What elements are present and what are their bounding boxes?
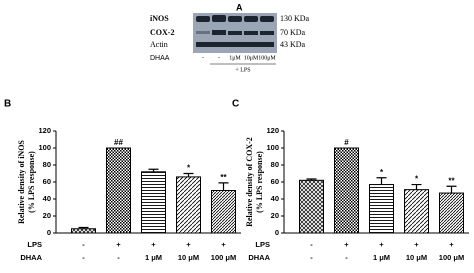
significance-label: * [380, 168, 384, 177]
bar [106, 147, 131, 234]
error-bar [218, 182, 229, 191]
x-tick-label: - [310, 253, 313, 262]
y-axis-label: (% LPS response) [27, 151, 36, 213]
lane-label: - [202, 55, 204, 61]
x-tick-label: + [344, 240, 349, 249]
y-tick-label: 120 [266, 126, 279, 135]
significance-label: * [187, 164, 191, 173]
x-tick-label: - [310, 240, 313, 249]
protein-label: Actin [150, 40, 168, 49]
x-tick-label: - [345, 253, 348, 262]
x-tick-label: 10 μM [406, 253, 427, 262]
y-tick-label: 60 [43, 177, 51, 186]
x-tick-label: 100 μM [439, 253, 464, 262]
x-tick-label: - [82, 240, 85, 249]
y-tick-label: 0 [275, 228, 279, 237]
error-bar [446, 185, 457, 194]
error-bar [306, 178, 317, 181]
x-tick-label: 10 μM [178, 253, 199, 262]
significance-label: ** [448, 176, 455, 185]
group-label: + LPS [235, 67, 250, 73]
y-tick-label: 0 [47, 228, 51, 237]
error-bar [183, 172, 194, 177]
lane-label: - [218, 55, 220, 61]
y-tick-label: 80 [43, 160, 51, 169]
lane-label: 100μM [258, 55, 276, 61]
x-tick-label: + [116, 240, 121, 249]
bar [334, 147, 359, 234]
lane-labels: - - 1μM 10μM 100μM [202, 55, 276, 61]
x-row-label: DHAA [20, 253, 42, 262]
y-tick-label: 120 [38, 126, 51, 135]
protein-label: COX-2 [150, 28, 174, 37]
bar [369, 184, 394, 234]
size-label: 43 KDa [280, 40, 306, 49]
x-tick-label: + [414, 240, 419, 249]
x-tick-label: + [221, 240, 226, 249]
treatment-label: DHAA [150, 55, 170, 62]
y-axis-label: (% LPS response) [255, 151, 264, 213]
x-tick-label: + [186, 240, 191, 249]
x-tick-label: - [117, 253, 120, 262]
y-tick-label: 40 [271, 194, 279, 203]
x-tick-label: + [151, 240, 156, 249]
error-bar [411, 183, 422, 190]
lane-label: 1μM [229, 55, 241, 61]
y-axis-label: Relative density of COX-2 [245, 137, 254, 227]
bar [299, 179, 324, 234]
y-axis-label: Relative density of iNOS [17, 140, 26, 224]
bar [404, 189, 429, 234]
significance-label: * [415, 175, 419, 184]
significance-label: ** [220, 173, 227, 182]
x-row-label: LPS [27, 240, 42, 249]
y-tick-label: 60 [271, 177, 279, 186]
x-tick-label: + [379, 240, 384, 249]
bar [141, 171, 166, 234]
panel-label: B [4, 99, 11, 110]
x-tick-label: 1 μM [373, 253, 390, 262]
y-tick-label: 100 [266, 143, 279, 152]
y-tick-label: 40 [43, 194, 51, 203]
y-tick-label: 100 [38, 143, 51, 152]
bar [176, 176, 201, 234]
significance-label: ## [114, 138, 123, 147]
error-bar [78, 226, 89, 229]
protein-label: iNOS [150, 14, 169, 23]
bands [196, 15, 274, 47]
bar [439, 192, 464, 234]
y-tick-label: 80 [271, 160, 279, 169]
x-tick-label: 100 μM [211, 253, 236, 262]
error-bar [148, 168, 159, 172]
x-tick-label: - [82, 253, 85, 262]
significance-label: # [344, 138, 349, 147]
x-tick-label: 1 μM [145, 253, 162, 262]
x-tick-label: + [449, 240, 454, 249]
lane-label: 10μM [244, 55, 259, 61]
x-row-label: DHAA [248, 253, 270, 262]
size-label: 130 KDa [280, 14, 310, 23]
error-bar [376, 177, 387, 185]
panel-label: A [236, 2, 243, 12]
size-label: 70 KDa [280, 28, 306, 37]
y-tick-label: 20 [271, 211, 279, 220]
x-row-label: LPS [255, 240, 270, 249]
bar [211, 190, 236, 234]
bar [71, 228, 96, 234]
y-tick-label: 20 [43, 211, 51, 220]
panel-label: C [232, 99, 239, 110]
